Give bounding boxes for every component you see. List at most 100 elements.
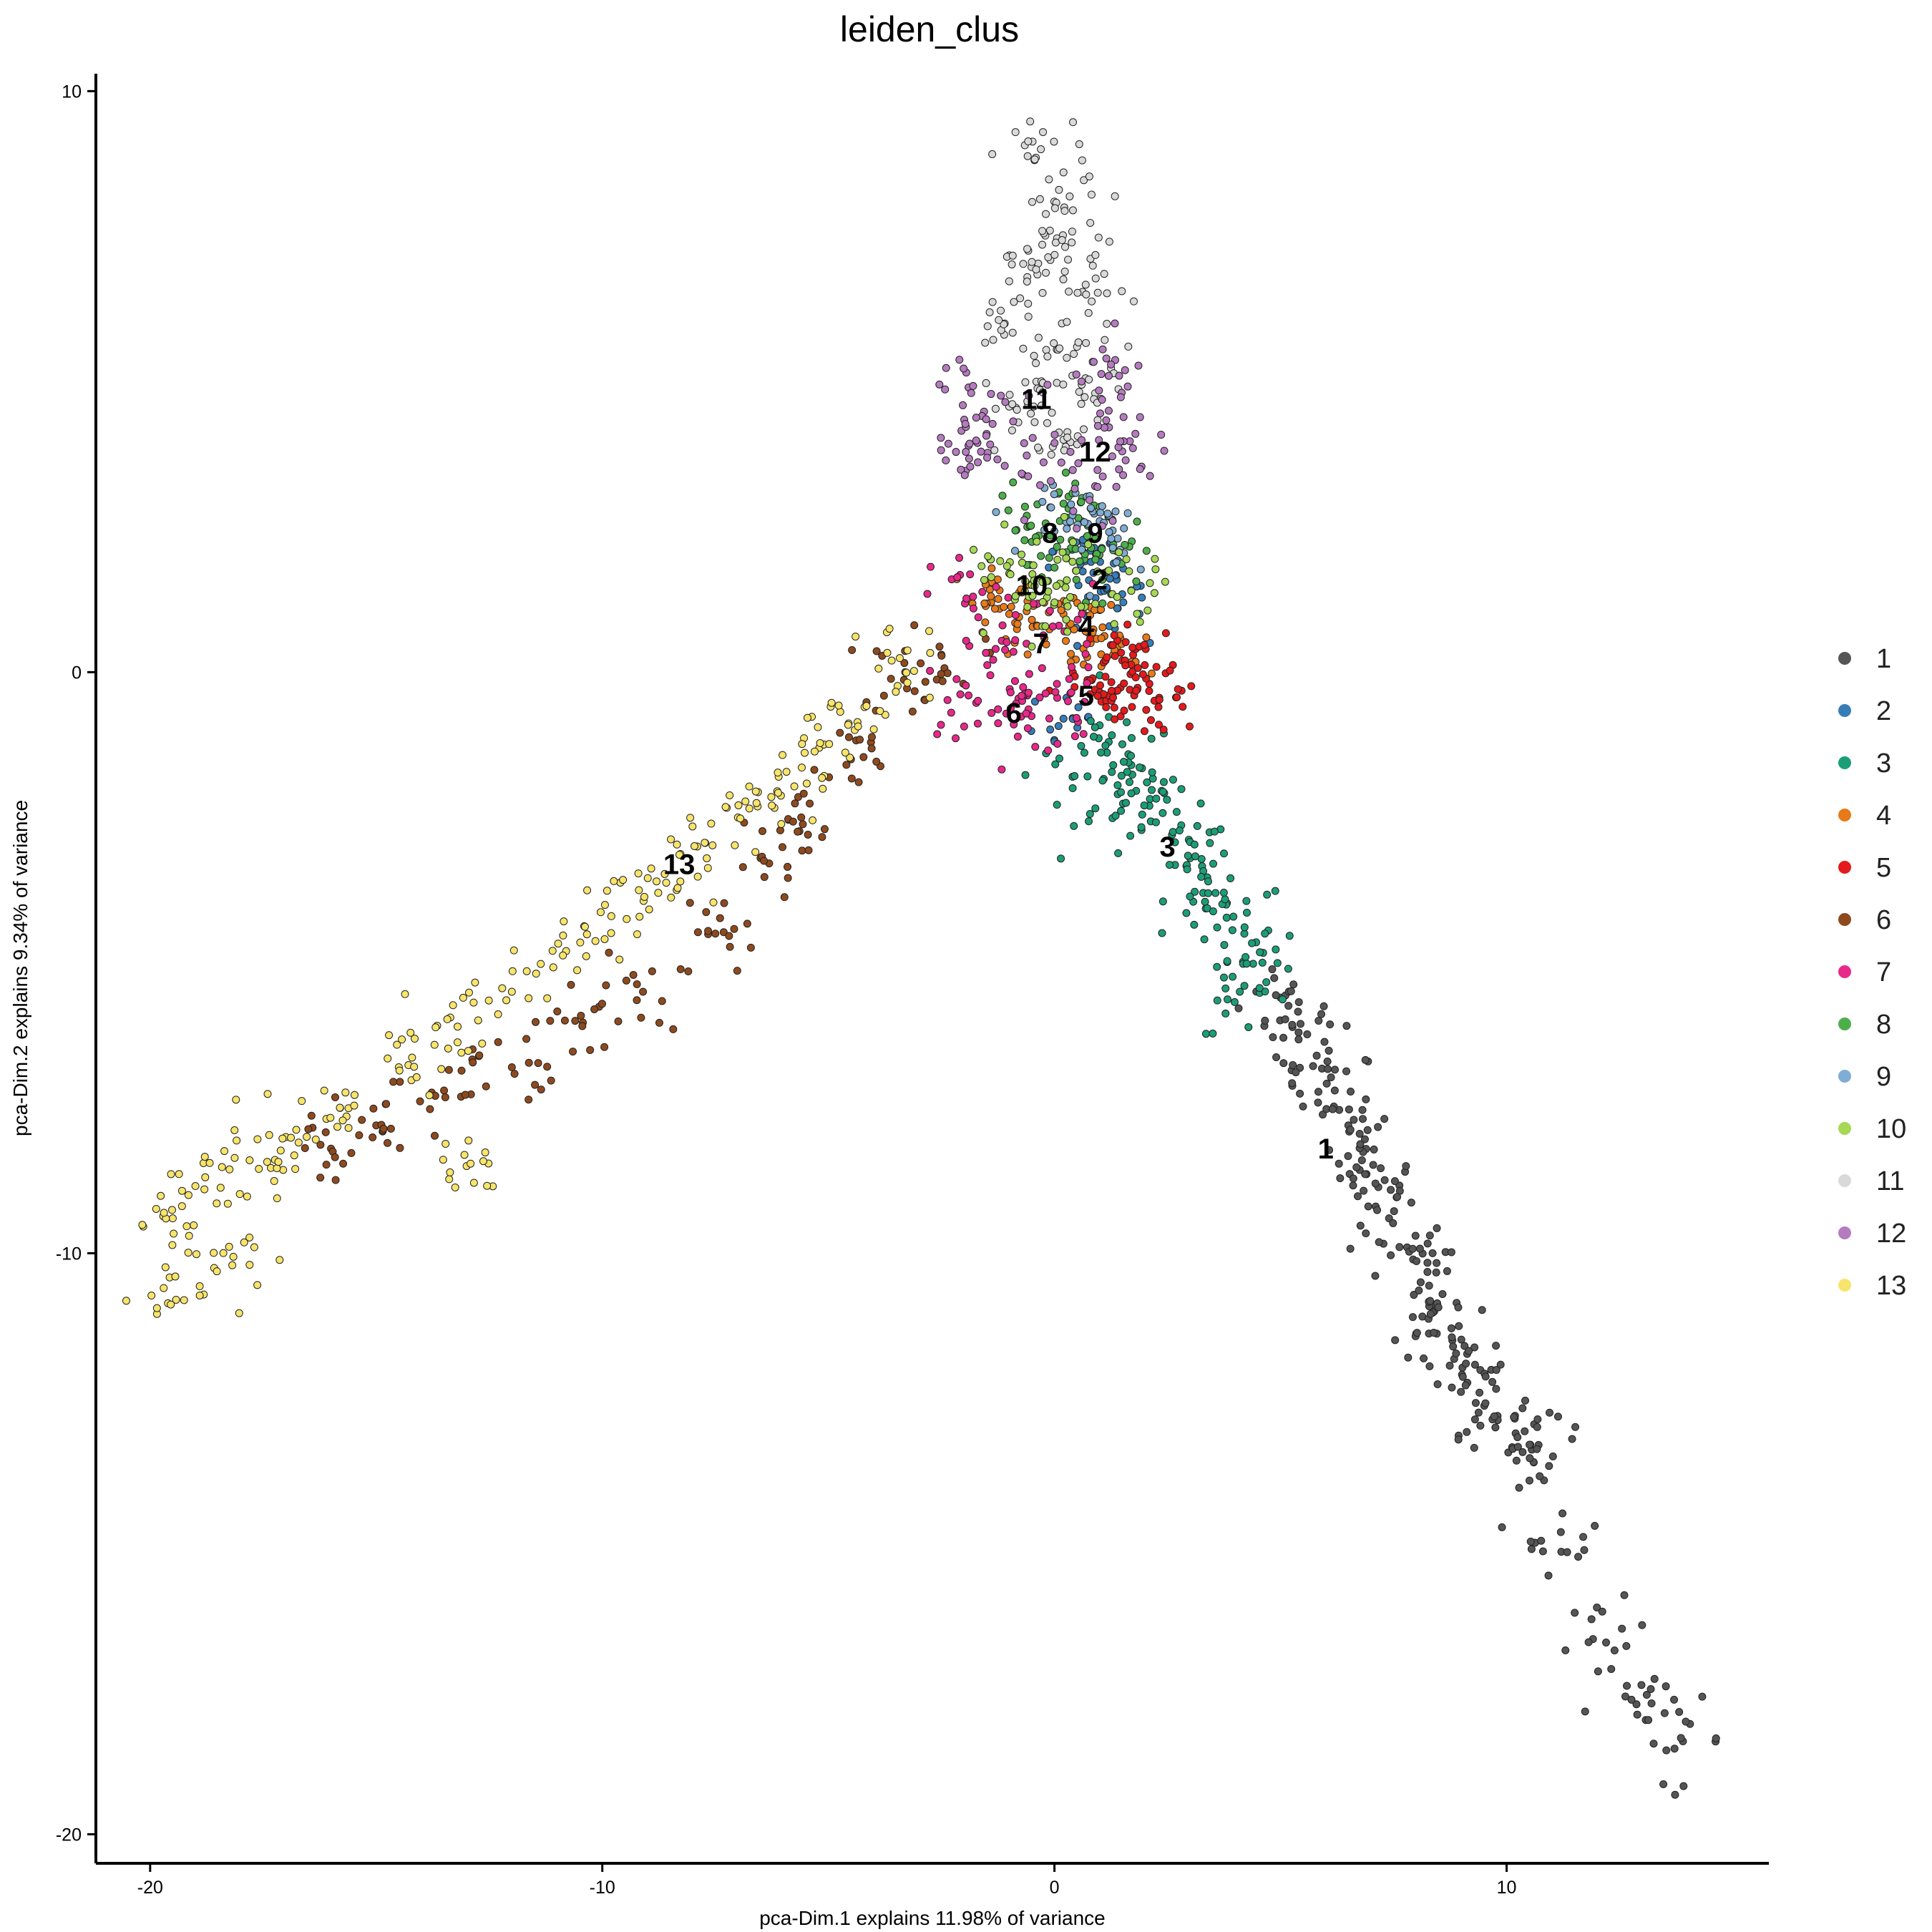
data-point: [1163, 796, 1171, 804]
data-point: [1030, 351, 1038, 360]
data-point: [1428, 1249, 1437, 1257]
data-point: [230, 1126, 239, 1134]
data-point: [582, 930, 591, 939]
data-point: [637, 1013, 645, 1022]
data-point: [955, 356, 964, 364]
data-point: [1425, 1282, 1433, 1290]
data-point: [1088, 261, 1097, 270]
data-point: [459, 993, 467, 1002]
data-point: [1173, 693, 1181, 701]
data-point: [167, 1300, 175, 1309]
data-point: [1610, 1646, 1619, 1655]
data-point: [1271, 887, 1279, 895]
data-point: [752, 799, 761, 807]
data-point: [1187, 682, 1196, 691]
data-point: [1107, 535, 1116, 543]
data-point: [393, 1040, 401, 1049]
data-point: [1018, 550, 1026, 559]
data-point: [1070, 772, 1079, 781]
data-point: [229, 1252, 238, 1261]
data-point: [1580, 1546, 1589, 1554]
data-point: [1055, 185, 1063, 194]
data-point: [1190, 840, 1199, 849]
data-point: [725, 932, 733, 940]
data-point: [1154, 703, 1163, 711]
data-point: [1145, 687, 1153, 696]
data-point: [1077, 602, 1085, 611]
data-point: [1082, 338, 1091, 347]
data-point: [1244, 1023, 1253, 1031]
data-point: [662, 879, 670, 887]
data-point: [1028, 615, 1036, 624]
data-point: [903, 646, 912, 655]
data-point: [469, 1179, 478, 1187]
data-point: [992, 582, 1000, 591]
data-point: [1682, 1717, 1690, 1726]
data-point: [449, 1001, 457, 1010]
data-point: [1081, 280, 1090, 289]
data-point: [1191, 852, 1199, 861]
data-point: [777, 820, 786, 829]
data-point: [457, 1066, 466, 1075]
data-point: [1553, 1413, 1562, 1421]
data-point: [990, 605, 999, 613]
legend-swatch-13: [1838, 1279, 1851, 1292]
data-point: [1031, 743, 1040, 751]
data-point: [1077, 399, 1085, 408]
legend-swatch-12: [1838, 1226, 1851, 1239]
data-point: [1140, 727, 1148, 736]
data-point: [1342, 1022, 1351, 1030]
data-point: [1270, 974, 1279, 982]
data-point: [760, 873, 769, 882]
data-point: [298, 1097, 306, 1106]
data-point: [443, 1015, 452, 1023]
data-point: [1223, 957, 1231, 965]
data-point: [1296, 1089, 1304, 1098]
data-point: [547, 1076, 555, 1085]
data-point: [471, 978, 479, 987]
data-point: [1356, 1221, 1365, 1230]
data-point: [734, 801, 743, 809]
data-point: [1108, 544, 1117, 552]
data-point: [1521, 1427, 1529, 1435]
data-point: [926, 648, 935, 657]
data-point: [1030, 402, 1038, 411]
data-point: [1387, 1251, 1395, 1259]
data-point: [1136, 565, 1145, 574]
data-point: [960, 471, 969, 479]
data-point: [1022, 709, 1030, 718]
data-point: [1328, 1105, 1337, 1113]
data-point: [708, 841, 717, 849]
data-point: [647, 864, 655, 873]
data-point: [1159, 726, 1168, 734]
data-point: [240, 1238, 248, 1246]
data-point: [1408, 1313, 1417, 1322]
data-point: [1261, 930, 1269, 938]
data-point: [1292, 1068, 1300, 1077]
data-point: [977, 562, 986, 570]
data-point: [1109, 693, 1118, 702]
data-point: [263, 1090, 272, 1098]
data-point: [350, 1091, 358, 1099]
data-point: [745, 804, 753, 813]
data-point: [1142, 633, 1151, 642]
data-point: [1113, 604, 1121, 613]
data-point: [942, 456, 950, 464]
data-point: [1107, 678, 1116, 686]
data-point: [395, 1066, 404, 1075]
data-point: [1455, 1322, 1463, 1330]
data-point: [213, 1267, 221, 1276]
data-point: [1158, 897, 1167, 906]
data-point: [1043, 577, 1051, 585]
data-point: [1085, 809, 1094, 818]
data-point: [1110, 703, 1118, 712]
data-point: [1047, 450, 1055, 459]
data-point: [1423, 1268, 1432, 1277]
data-point: [1325, 1146, 1334, 1154]
data-point: [1659, 1780, 1668, 1789]
legend-label-3: 3: [1876, 748, 1891, 779]
data-point: [1056, 535, 1065, 544]
data-point: [986, 671, 995, 680]
data-point: [1510, 1413, 1518, 1422]
data-point: [1020, 439, 1028, 447]
